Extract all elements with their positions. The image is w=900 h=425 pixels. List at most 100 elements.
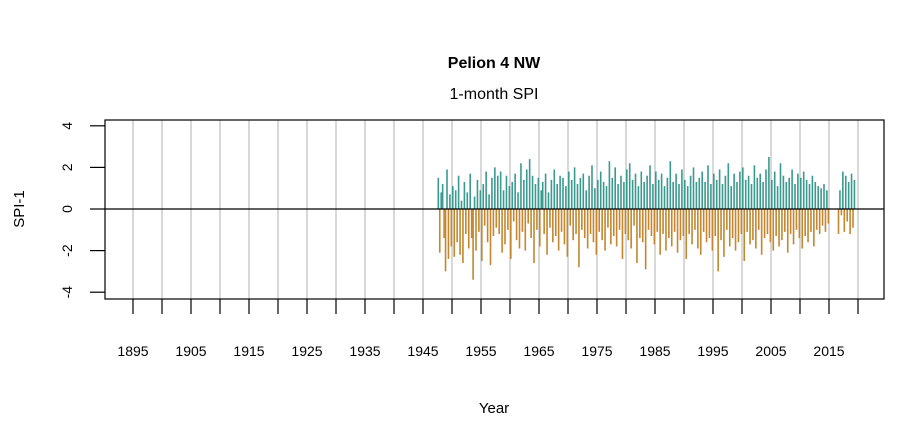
x-tick-label: 1965 — [523, 343, 554, 359]
bar-negative — [711, 209, 714, 251]
bar-negative — [501, 209, 503, 253]
bar-positive — [649, 165, 651, 209]
bar-positive — [520, 163, 522, 209]
bar-negative — [589, 209, 592, 234]
y-axis-label: SPI-1 — [11, 190, 28, 228]
bar-positive — [744, 179, 747, 209]
bar-negative — [639, 209, 641, 239]
bar-negative — [720, 209, 722, 241]
bar-negative — [598, 209, 601, 232]
bar-positive — [446, 169, 448, 209]
bar-negative — [807, 209, 809, 243]
bar-negative — [824, 209, 827, 232]
bar-positive — [626, 169, 628, 209]
bar-positive — [675, 173, 677, 209]
bar-negative — [470, 209, 473, 239]
bar-positive — [608, 161, 611, 209]
bar-negative — [743, 209, 746, 261]
bar-negative — [543, 209, 545, 234]
bar-positive — [602, 181, 605, 209]
bar-negative — [510, 209, 512, 259]
bar-positive — [771, 179, 773, 209]
bar-positive — [666, 177, 669, 209]
bar-negative — [521, 209, 524, 232]
bar-negative — [697, 209, 699, 249]
bar-negative — [778, 209, 780, 247]
chart-subtitle: 1-month SPI — [450, 86, 539, 103]
bar-positive — [597, 179, 599, 209]
bar-negative — [688, 209, 690, 234]
bar-positive — [599, 171, 602, 209]
x-tick-label: 1895 — [117, 343, 148, 359]
bar-negative — [467, 209, 470, 249]
bar-positive — [614, 167, 616, 209]
y-tick-label: -4 — [59, 286, 75, 299]
bar-negative — [583, 209, 586, 239]
bar-positive — [556, 184, 558, 209]
bar-positive — [779, 163, 782, 209]
bar-negative — [827, 209, 830, 224]
bar-positive — [695, 181, 698, 209]
bar-negative — [447, 209, 450, 259]
bar-positive — [844, 175, 847, 209]
bar-negative — [769, 209, 772, 243]
bar-positive — [640, 171, 643, 209]
bar-positive — [502, 190, 505, 209]
bar-negative — [843, 209, 846, 232]
bar-positive — [579, 177, 582, 209]
bar-positive — [476, 179, 479, 209]
bar-negative — [557, 209, 560, 251]
bar-positive — [469, 173, 471, 209]
bar-positive — [449, 194, 451, 209]
bar-negative — [504, 209, 506, 245]
bar-negative — [676, 209, 679, 253]
bar-negative — [679, 209, 682, 241]
bar-positive — [585, 190, 587, 209]
bar-positive — [466, 192, 469, 209]
bar-negative — [627, 209, 630, 241]
bar-positive — [499, 171, 502, 209]
bar-positive — [707, 165, 709, 209]
bar-negative — [670, 209, 673, 247]
bar-positive — [440, 192, 442, 209]
bar-positive — [573, 167, 576, 209]
bar-negative — [726, 209, 728, 230]
x-tick-label: 1905 — [175, 343, 206, 359]
bar-negative — [804, 209, 806, 237]
bar-negative — [478, 209, 480, 232]
x-tick-label: 1975 — [581, 343, 612, 359]
bar-negative — [766, 209, 769, 234]
bar-positive — [628, 163, 631, 209]
bar-positive — [692, 167, 695, 209]
bar-negative — [691, 209, 693, 245]
bar-negative — [673, 209, 676, 232]
bar-negative — [714, 209, 717, 237]
bar-positive — [457, 175, 460, 209]
bar-negative — [644, 209, 647, 270]
x-tick-label: 1985 — [639, 343, 670, 359]
bar-negative — [784, 209, 786, 232]
bar-negative — [507, 209, 509, 230]
bar-positive — [727, 163, 730, 209]
y-tick-label: 0 — [59, 205, 75, 213]
bar-positive — [460, 200, 463, 209]
bar-negative — [624, 209, 627, 234]
bar-negative — [734, 209, 737, 251]
bar-negative — [572, 209, 574, 241]
bar-negative — [647, 209, 650, 230]
chart-title: Pelion 4 NW — [448, 55, 541, 72]
bar-positive — [611, 177, 614, 209]
bar-negative — [723, 209, 725, 257]
bar-positive — [643, 181, 645, 209]
bar-negative — [530, 209, 532, 239]
bar-positive — [528, 159, 531, 209]
bar-negative — [533, 209, 535, 264]
bar-negative — [459, 209, 461, 255]
bar-positive — [541, 181, 544, 209]
bar-positive — [505, 175, 508, 209]
bar-positive — [704, 181, 706, 209]
x-tick-label: 2015 — [813, 343, 844, 359]
x-tick-label: 1955 — [465, 343, 496, 359]
bar-negative — [495, 209, 498, 228]
